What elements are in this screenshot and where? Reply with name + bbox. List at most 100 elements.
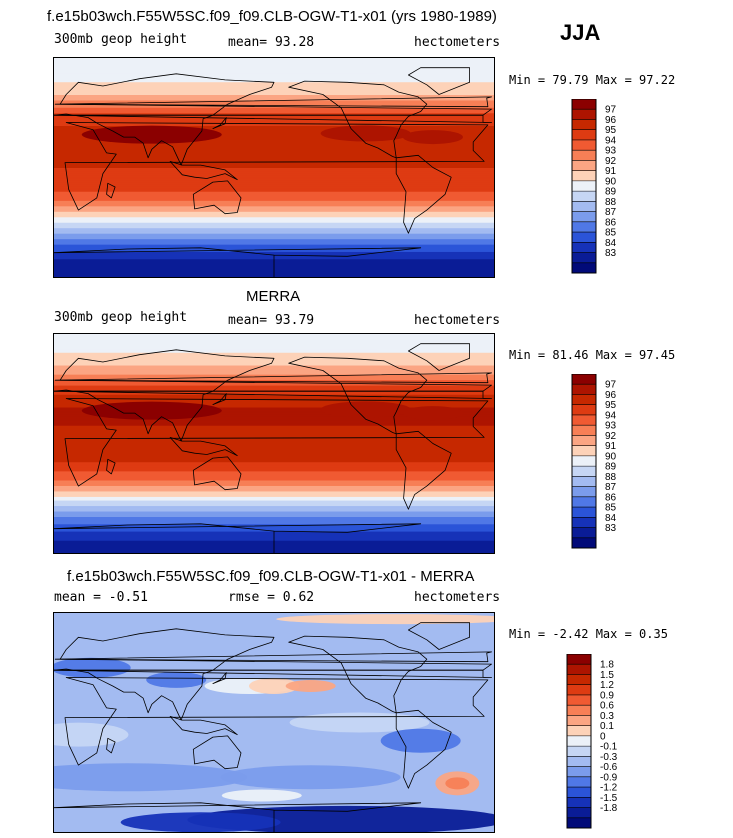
map-band xyxy=(54,335,494,339)
map-band xyxy=(54,394,494,397)
coastline xyxy=(54,247,422,277)
colorbar-swatch xyxy=(572,517,596,528)
map-band xyxy=(54,247,494,251)
map-band xyxy=(54,452,494,455)
map-band xyxy=(54,355,494,359)
coastline xyxy=(408,622,470,650)
colorbar-swatch xyxy=(567,684,591,696)
coastline xyxy=(106,182,116,199)
map-band xyxy=(54,363,494,366)
colorbar-tick-label: 84 xyxy=(605,513,617,524)
map-band xyxy=(54,218,494,221)
map-band xyxy=(54,229,494,232)
map-band xyxy=(54,151,494,154)
coastline xyxy=(212,393,227,405)
colorbar-tick-label: 97 xyxy=(605,105,617,116)
map-band xyxy=(54,361,494,364)
map-band xyxy=(54,481,494,485)
panel2-minmax-label: Min = 81.46 Max = 97.45 xyxy=(509,348,676,362)
map-band xyxy=(54,436,494,439)
coastline xyxy=(64,122,489,211)
colorbar-swatch xyxy=(572,537,596,549)
colorbar-frame xyxy=(566,654,592,829)
map-band xyxy=(54,385,494,388)
colorbar-tick-label: 89 xyxy=(605,187,617,198)
colorbar-tick-label: 97 xyxy=(605,380,617,391)
map-band xyxy=(54,183,494,187)
map-band xyxy=(54,492,494,496)
coastline xyxy=(54,372,492,384)
map-band xyxy=(54,365,494,368)
coastline xyxy=(54,96,492,108)
coastline xyxy=(54,349,492,442)
colorbar-tick-label: 92 xyxy=(605,431,617,442)
high-center xyxy=(402,406,463,421)
map-band xyxy=(54,118,494,121)
map-band xyxy=(54,512,494,516)
colorbar-swatch xyxy=(572,486,596,498)
colorbar-tick-label: 91 xyxy=(605,166,617,177)
colorbar-swatch xyxy=(572,445,596,457)
map-band xyxy=(54,101,494,105)
map-band xyxy=(54,458,494,461)
colorbar-tick-label: 96 xyxy=(605,390,617,401)
colorbar-tick-label: 87 xyxy=(605,482,617,493)
colorbar-tick-label: 83 xyxy=(605,523,617,534)
map-band xyxy=(54,379,494,382)
map-band xyxy=(54,200,494,203)
colorbar-tick-label: 88 xyxy=(605,197,617,208)
map-band xyxy=(54,399,494,403)
map-band xyxy=(54,416,494,419)
colorbar-frame xyxy=(571,374,597,549)
coastline xyxy=(54,390,492,399)
map-band xyxy=(54,414,494,417)
colorbar-frame xyxy=(571,99,597,274)
map-band xyxy=(54,120,494,123)
map-band xyxy=(54,134,494,137)
high-center xyxy=(402,130,463,145)
panel2-variable-label: 300mb geop height xyxy=(54,310,188,325)
high-center xyxy=(81,401,222,420)
map-band xyxy=(54,487,494,490)
coastline xyxy=(408,67,470,95)
map-band xyxy=(54,145,494,148)
map-band xyxy=(54,225,494,229)
map-band xyxy=(54,450,494,454)
map-band xyxy=(54,209,494,212)
map-band xyxy=(54,103,494,106)
coastline xyxy=(395,709,452,789)
colorbar-tick-label: 0.1 xyxy=(600,721,614,732)
map-band xyxy=(54,131,494,134)
map-band xyxy=(54,193,494,196)
colorbar-tick-label: 95 xyxy=(605,400,617,411)
colorbar-tick-label: 94 xyxy=(605,135,617,146)
map-band xyxy=(54,129,494,132)
map-band xyxy=(54,423,494,426)
map-band xyxy=(54,240,494,243)
map-band xyxy=(54,251,494,254)
map-band xyxy=(54,337,494,340)
colorbar-tick-label: 91 xyxy=(605,441,617,452)
coastline xyxy=(54,73,492,166)
map-band xyxy=(54,70,494,74)
anomaly-region xyxy=(276,614,494,625)
map-band xyxy=(54,448,494,452)
map-band xyxy=(54,90,494,94)
colorbar-swatch xyxy=(572,394,596,406)
map-band xyxy=(54,390,494,393)
map-band xyxy=(54,408,494,412)
map-band xyxy=(54,445,494,448)
map-band xyxy=(54,242,494,245)
map-band xyxy=(54,121,494,125)
panel3-rmse-label: rmse = 0.62 xyxy=(228,590,315,605)
colorbar-tick-label: 86 xyxy=(605,492,617,503)
map-band xyxy=(54,498,494,501)
map-band xyxy=(54,245,494,249)
map-band xyxy=(54,511,494,514)
panel2-units-label: hectometers xyxy=(414,313,501,328)
anomaly-region xyxy=(54,763,248,792)
colorbar-tick-label: -1.5 xyxy=(600,793,618,804)
map-band xyxy=(54,196,494,200)
map-band xyxy=(54,187,494,190)
